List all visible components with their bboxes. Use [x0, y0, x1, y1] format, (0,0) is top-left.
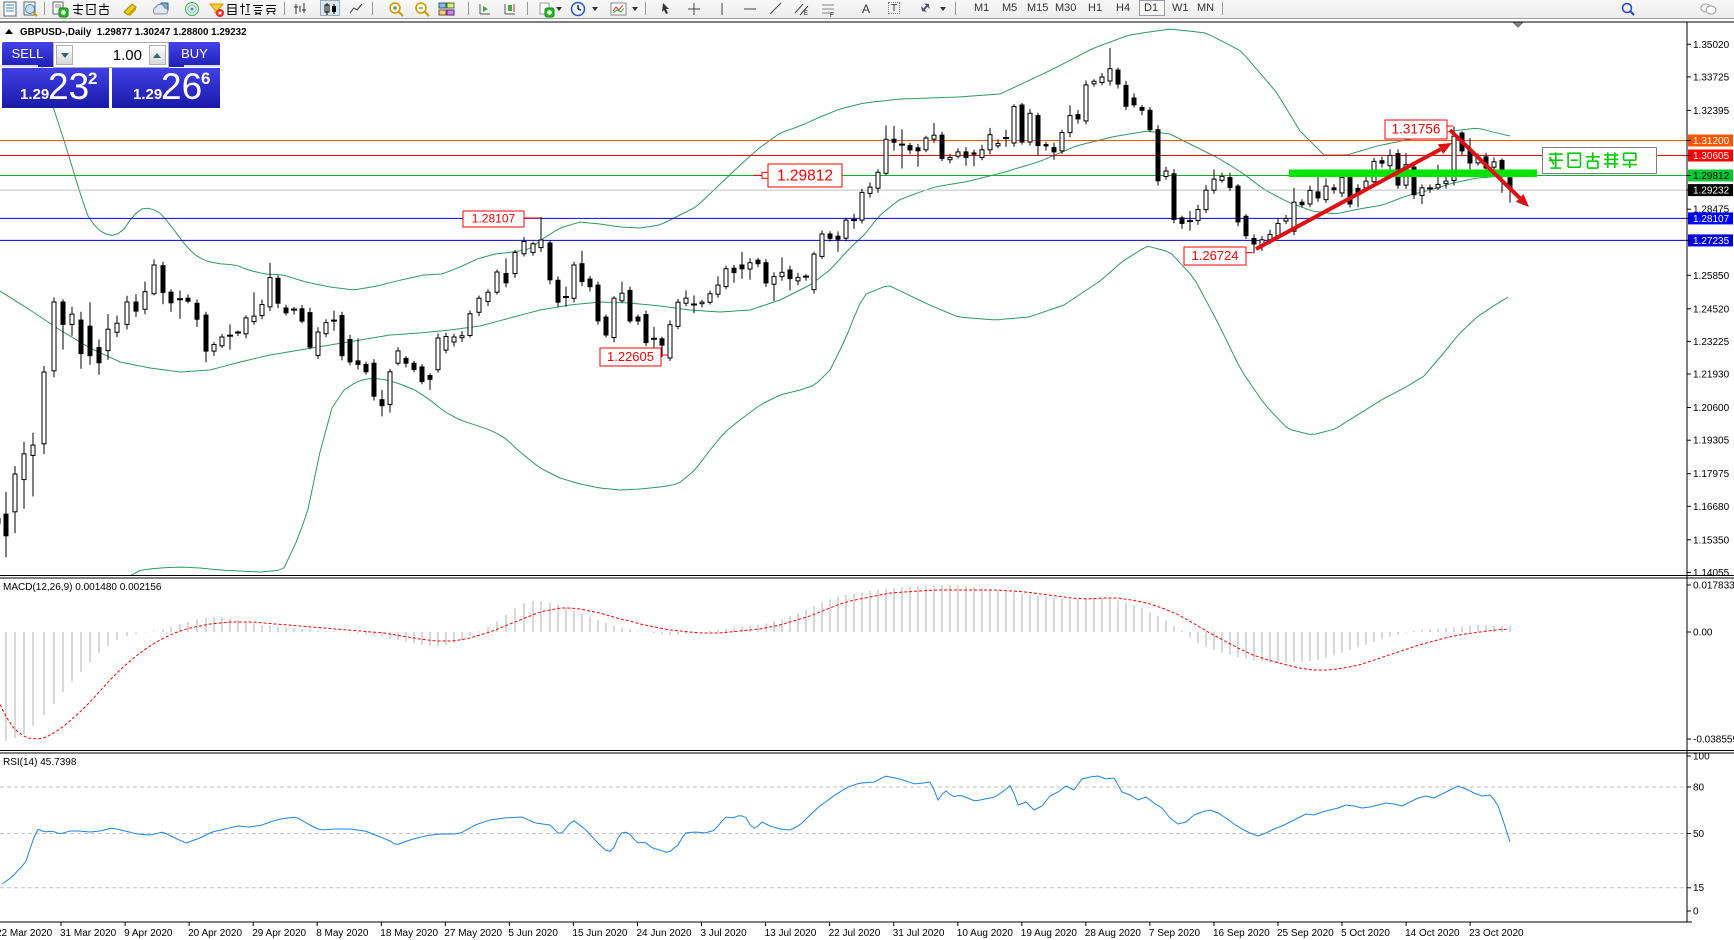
svg-text:100: 100: [1693, 752, 1710, 763]
svg-text:RSI(14) 45.7398: RSI(14) 45.7398: [3, 757, 77, 768]
svg-text:1.25850: 1.25850: [1693, 271, 1730, 282]
svg-text:19 Aug 2020: 19 Aug 2020: [1021, 928, 1078, 939]
svg-text:1.26724: 1.26724: [1192, 248, 1239, 263]
svg-text:20 Apr 2020: 20 Apr 2020: [188, 928, 242, 939]
svg-text:1.28475: 1.28475: [1693, 205, 1730, 216]
svg-text:22 Mar 2020: 22 Mar 2020: [0, 928, 53, 939]
svg-text:1.17975: 1.17975: [1693, 469, 1730, 480]
svg-text:1.35020: 1.35020: [1693, 40, 1730, 51]
svg-text:1.24520: 1.24520: [1693, 304, 1730, 315]
svg-text:1.29812: 1.29812: [1693, 171, 1730, 182]
svg-text:F: F: [830, 13, 834, 18]
svg-text:24 Jun 2020: 24 Jun 2020: [637, 928, 692, 939]
svg-text:27 May 2020: 27 May 2020: [444, 928, 502, 939]
svg-text:1.31200: 1.31200: [1693, 136, 1730, 147]
svg-text:25 Sep 2020: 25 Sep 2020: [1277, 928, 1334, 939]
svg-text:13 Jul 2020: 13 Jul 2020: [765, 928, 817, 939]
svg-text:1.21930: 1.21930: [1693, 370, 1730, 381]
svg-text:31 Jul 2020: 31 Jul 2020: [893, 928, 945, 939]
svg-text:1.31756: 1.31756: [1392, 122, 1441, 137]
svg-text:-0.038559: -0.038559: [1693, 735, 1734, 746]
svg-text:1.27235: 1.27235: [1693, 236, 1730, 247]
svg-text:80: 80: [1693, 783, 1705, 794]
svg-text:9 Apr 2020: 9 Apr 2020: [124, 928, 173, 939]
svg-text:1.28107: 1.28107: [1693, 214, 1730, 225]
svg-text:1.33725: 1.33725: [1693, 72, 1730, 83]
svg-text:18 May 2020: 18 May 2020: [380, 928, 438, 939]
svg-text:E: E: [804, 11, 808, 17]
svg-text:50: 50: [1693, 829, 1705, 840]
svg-text:7 Sep 2020: 7 Sep 2020: [1149, 928, 1201, 939]
svg-text:23 Oct 2020: 23 Oct 2020: [1469, 928, 1524, 939]
svg-text:1.19305: 1.19305: [1693, 436, 1730, 447]
svg-text:8 May 2020: 8 May 2020: [316, 928, 369, 939]
svg-text:1.20600: 1.20600: [1693, 403, 1730, 414]
svg-text:3 Jul 2020: 3 Jul 2020: [701, 928, 748, 939]
svg-text:15 Jun 2020: 15 Jun 2020: [572, 928, 627, 939]
svg-text:1.15350: 1.15350: [1693, 535, 1730, 546]
svg-text:22 Jul 2020: 22 Jul 2020: [829, 928, 881, 939]
svg-text:5 Oct 2020: 5 Oct 2020: [1341, 928, 1390, 939]
svg-text:0.017833: 0.017833: [1693, 581, 1734, 592]
svg-text:MACD(12,26,9) 0.001480 0.00215: MACD(12,26,9) 0.001480 0.002156: [3, 582, 162, 593]
svg-text:31 Mar 2020: 31 Mar 2020: [60, 928, 117, 939]
svg-text:1.29232: 1.29232: [1693, 186, 1730, 197]
svg-text:5 Jun 2020: 5 Jun 2020: [508, 928, 558, 939]
svg-text:1.30605: 1.30605: [1693, 151, 1730, 162]
svg-text:1.16680: 1.16680: [1693, 502, 1730, 513]
svg-text:15: 15: [1693, 883, 1705, 894]
svg-text:16 Sep 2020: 16 Sep 2020: [1213, 928, 1270, 939]
svg-text:29 Apr 2020: 29 Apr 2020: [252, 928, 306, 939]
svg-text:10 Aug 2020: 10 Aug 2020: [957, 928, 1014, 939]
svg-text:14 Oct 2020: 14 Oct 2020: [1405, 928, 1460, 939]
svg-text:28 Aug 2020: 28 Aug 2020: [1085, 928, 1142, 939]
svg-text:1.32395: 1.32395: [1693, 106, 1730, 117]
svg-text:1.14055: 1.14055: [1693, 568, 1730, 579]
svg-text:GBPUSD-,Daily 1.29877 1.30247: GBPUSD-,Daily 1.29877 1.30247 1.28800 1.…: [20, 27, 247, 38]
svg-text:1.28107: 1.28107: [472, 212, 516, 226]
svg-text:1.29812: 1.29812: [777, 168, 833, 185]
svg-text:0.00: 0.00: [1693, 628, 1713, 639]
svg-text:0: 0: [1693, 907, 1699, 918]
svg-text:1.23225: 1.23225: [1693, 337, 1730, 348]
svg-text:1.22605: 1.22605: [607, 349, 654, 364]
